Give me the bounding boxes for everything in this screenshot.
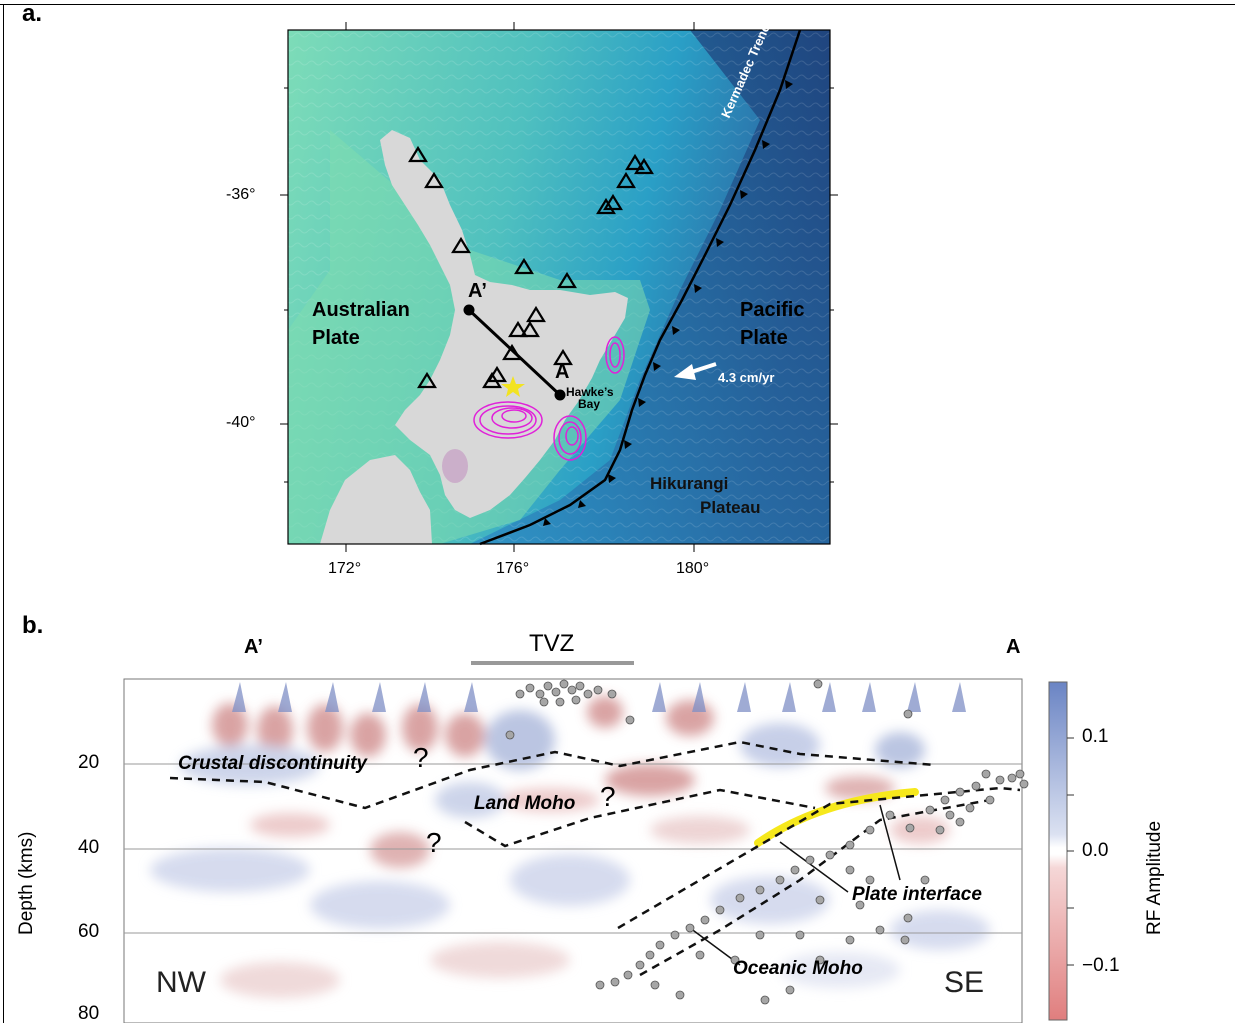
tvz-label: TVZ — [529, 630, 575, 657]
colorbar-tick-pos: 0.1 — [1082, 726, 1109, 747]
slow-slip-patch — [442, 449, 468, 483]
north-island — [380, 130, 628, 518]
tvz-bar — [471, 661, 634, 665]
australian-plate-line1: Australian — [312, 299, 410, 321]
earthquake-dots — [505, 679, 1029, 1005]
panel-a-label: a. — [22, 0, 43, 27]
plate-interface-highlight — [754, 788, 919, 847]
nw-label: NW — [156, 966, 206, 999]
land-moho-label: Land Moho — [474, 793, 576, 814]
velocity-label: 4.3 cm/yr — [718, 370, 775, 385]
depth-tick-80: 80 — [78, 1003, 100, 1024]
hawkes-bay-line1: Hawke’s — [566, 385, 614, 399]
depth-tick-20: 20 — [78, 752, 100, 773]
profile-end-label: A — [555, 361, 570, 383]
section-start-label: A’ — [244, 636, 263, 658]
panel-b-label: b. — [22, 612, 44, 639]
se-label: SE — [944, 966, 985, 999]
plateau-line1: Hikurangi — [650, 474, 729, 493]
depth-tick-60: 60 — [78, 921, 100, 942]
hawkes-bay-line2: Bay — [577, 397, 600, 411]
colorbar-tick-zero: 0.0 — [1082, 840, 1109, 861]
figure-top-border — [0, 4, 1235, 5]
lat-tick-36: -36° — [226, 186, 256, 203]
profile-line — [467, 308, 562, 397]
colorbar-tick-neg: −0.1 — [1082, 955, 1120, 976]
slow-slip-contours — [473, 336, 625, 461]
lon-tick-172: 172° — [328, 560, 362, 577]
lat-tick-40: -40° — [226, 414, 256, 431]
earthquake-star — [501, 376, 525, 397]
plate-interface-label: Plate interface — [852, 884, 982, 905]
australian-plate-line2: Plate — [312, 327, 360, 349]
depth-axis-label: Depth (kms) — [16, 831, 37, 935]
profile-start-label: A’ — [468, 280, 487, 302]
lon-tick-176: 176° — [496, 560, 530, 577]
pacific-plate-line1: Pacific — [740, 299, 805, 321]
pacific-plate-line2: Plate — [740, 327, 788, 349]
rf-amplitude-field — [150, 696, 990, 998]
crustal-question-mark: ? — [413, 742, 429, 773]
plateau-line2: Plateau — [700, 498, 761, 517]
panel-a-map — [280, 22, 838, 552]
south-island — [320, 455, 432, 544]
profile-end-dot — [554, 389, 566, 401]
trench-teeth — [543, 80, 793, 526]
crustal-discontinuity-label: Crustal discontinuity — [178, 753, 367, 774]
profile-start-dot — [463, 304, 475, 316]
colorbar-label: RF Amplitude — [1144, 820, 1165, 935]
section-end-label: A — [1006, 636, 1021, 658]
lower-question-mark: ? — [426, 827, 442, 858]
lon-tick-180: 180° — [676, 560, 710, 577]
kermadec-trench-line — [479, 29, 802, 546]
colorbar — [1048, 681, 1068, 1021]
depth-tick-40: 40 — [78, 837, 100, 858]
land-moho-question-mark: ? — [600, 781, 616, 812]
volcano-triangles — [408, 145, 654, 389]
dashed-interfaces — [169, 740, 1021, 977]
figure-left-border — [3, 4, 4, 1023]
oceanic-moho-label: Oceanic Moho — [733, 958, 863, 979]
